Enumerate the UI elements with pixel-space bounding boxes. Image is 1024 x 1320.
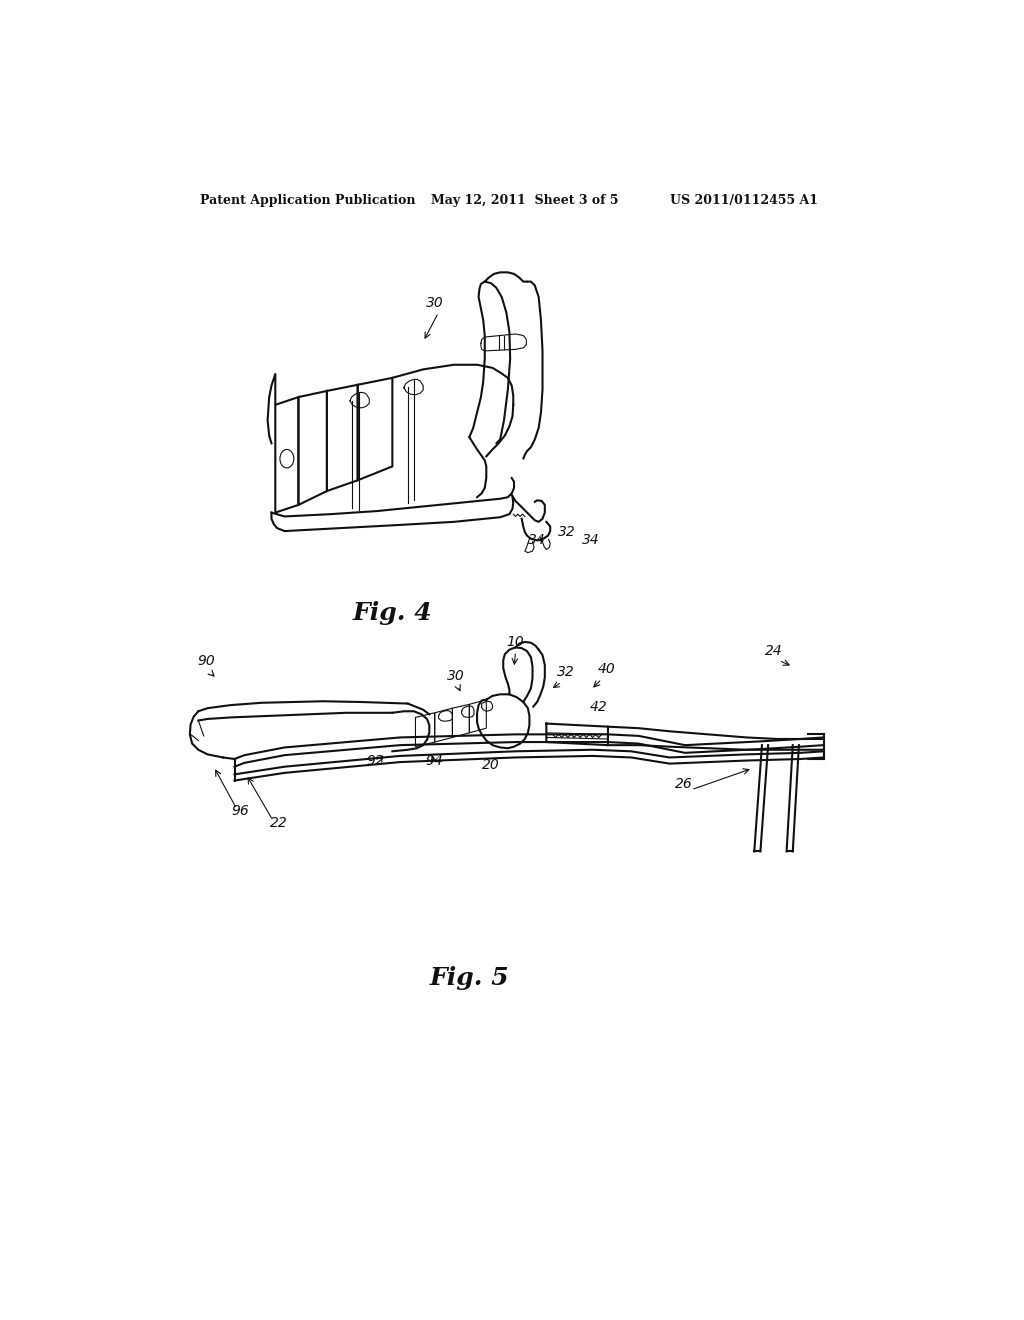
Text: 20: 20	[482, 758, 500, 772]
Text: 94: 94	[426, 754, 443, 768]
Text: 42: 42	[590, 700, 607, 714]
Text: 30: 30	[426, 296, 443, 310]
Text: 32: 32	[557, 665, 574, 678]
Text: 92: 92	[367, 754, 384, 768]
Text: May 12, 2011  Sheet 3 of 5: May 12, 2011 Sheet 3 of 5	[431, 194, 618, 207]
Text: 40: 40	[598, 661, 615, 676]
Text: 30: 30	[446, 669, 464, 684]
Text: Patent Application Publication: Patent Application Publication	[200, 194, 416, 207]
Text: 22: 22	[270, 816, 288, 830]
Text: Fig. 5: Fig. 5	[429, 966, 509, 990]
Text: US 2011/0112455 A1: US 2011/0112455 A1	[670, 194, 817, 207]
Text: 34: 34	[527, 532, 545, 546]
Text: 34: 34	[583, 532, 600, 546]
Text: 96: 96	[231, 804, 250, 818]
Text: 24: 24	[765, 644, 782, 659]
Text: 10: 10	[507, 635, 524, 649]
Text: 90: 90	[198, 655, 215, 668]
Text: Fig. 4: Fig. 4	[352, 601, 432, 624]
Text: 32: 32	[557, 525, 575, 539]
Text: 26: 26	[675, 777, 692, 791]
